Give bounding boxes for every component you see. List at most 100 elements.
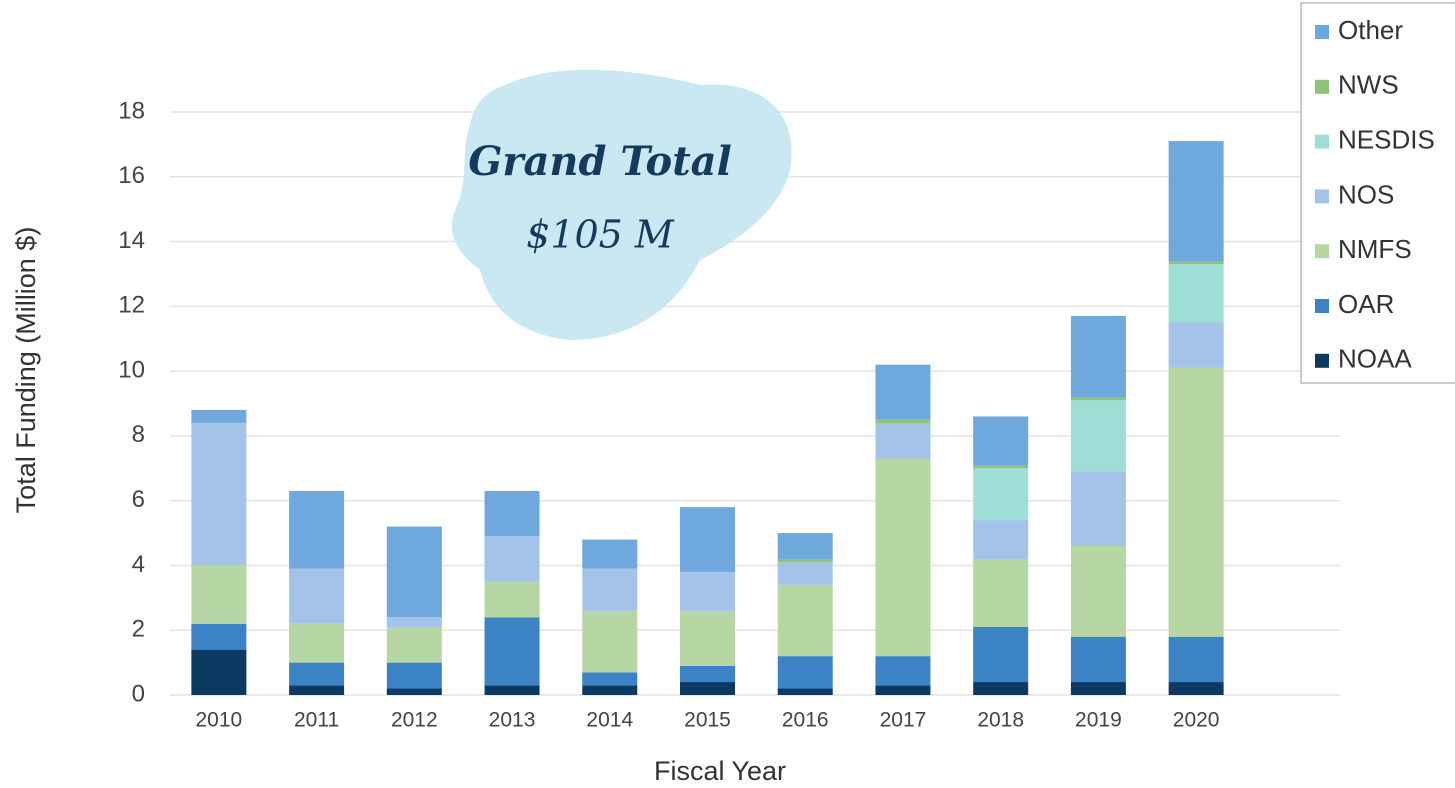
x-tick-label: 2012 [391, 709, 438, 732]
bar-segment [582, 672, 638, 686]
bar-segment [484, 536, 540, 582]
bar-segment [875, 685, 931, 695]
bar-segment [1070, 397, 1126, 401]
y-tick-label: 12 [118, 292, 145, 319]
y-axis-label: Total Funding (Million $) [11, 227, 41, 514]
bar-segment [582, 539, 638, 569]
x-tick-label: 2014 [586, 709, 633, 732]
bar-segment [680, 507, 735, 572]
grand-total-blob [451, 69, 792, 341]
bar-segment [1070, 316, 1126, 398]
bar-segment [1168, 367, 1224, 637]
bar-segment [1168, 141, 1224, 261]
x-tick-label: 2011 [294, 709, 339, 732]
y-tick-label: 6 [132, 486, 145, 513]
bar-segment [973, 520, 1029, 559]
bar-segment [973, 626, 1029, 683]
bar-segment [1168, 260, 1224, 265]
bar-segment [386, 662, 442, 689]
bar-segment [973, 416, 1029, 466]
y-tick-label: 14 [118, 227, 145, 254]
y-tick-label: 8 [132, 421, 145, 448]
x-tick-label: 2019 [1075, 709, 1122, 732]
legend-label: Other [1338, 15, 1403, 45]
legend-swatch [1315, 353, 1329, 368]
y-tick-label: 10 [118, 356, 145, 383]
x-tick-label: 2015 [684, 709, 731, 732]
x-axis-label: Fiscal Year [654, 756, 786, 786]
bar-segment [680, 665, 735, 683]
bar-segment [1070, 400, 1126, 472]
bar-segment [777, 584, 833, 657]
x-tick-label: 2010 [196, 709, 243, 732]
bar-segment [484, 490, 540, 537]
legend-swatch [1315, 189, 1329, 204]
bar-segment [875, 656, 931, 686]
bar-segment [777, 562, 833, 585]
legend-swatch [1315, 25, 1329, 39]
bar-segment [1070, 636, 1126, 683]
bar-segment [289, 623, 345, 663]
legend-swatch [1315, 244, 1329, 259]
bar-segment [680, 682, 735, 695]
x-tick-label: 2013 [489, 709, 536, 732]
bar-segment [386, 617, 442, 627]
bar-segment [1168, 636, 1224, 683]
y-tick-label: 18 [118, 97, 145, 124]
bar-segment [484, 581, 540, 618]
legend-label: NESDIS [1338, 124, 1435, 154]
bar-segment [777, 656, 833, 689]
legend-swatch [1315, 134, 1329, 149]
legend-label: NOAA [1338, 344, 1412, 374]
annotation-text: $105 M [526, 213, 675, 257]
bar-segment [973, 558, 1029, 627]
annotation-title: Grand Total [468, 138, 732, 185]
bar-segment [191, 409, 247, 423]
legend-swatch [1315, 299, 1329, 313]
x-tick-label: 2017 [880, 709, 927, 732]
y-tick-label: 0 [132, 680, 145, 707]
bar-segment [973, 682, 1029, 695]
bar-segment [484, 685, 540, 695]
bar-segment [191, 649, 247, 695]
x-tick-label: 2018 [977, 709, 1024, 732]
bar-segment [289, 685, 345, 695]
bar-segment [875, 458, 931, 657]
legend-label: NMFS [1338, 234, 1412, 264]
bar-segment [386, 526, 442, 618]
bar-segment [289, 490, 345, 569]
legend-swatch [1315, 79, 1329, 94]
x-tick-label: 2016 [782, 709, 829, 732]
bar-segment [386, 626, 442, 663]
bar-segment [289, 568, 345, 624]
bar-segment [191, 422, 247, 566]
y-tick-label: 4 [132, 551, 145, 578]
bar-segment [875, 422, 931, 459]
legend-label: NOS [1338, 179, 1394, 209]
legend-box [1300, 2, 1455, 384]
bar-segment [777, 533, 833, 559]
bar-segment [777, 688, 833, 695]
bar-segment [1070, 682, 1126, 695]
legend-label: NWS [1338, 70, 1399, 100]
legend-label: OAR [1338, 289, 1394, 319]
bar-segment [582, 568, 638, 611]
bar-segment [191, 623, 247, 650]
bar-segment [777, 558, 833, 563]
y-tick-label: 16 [118, 162, 145, 189]
bar-segment [973, 468, 1029, 521]
bar-segment [289, 662, 345, 686]
x-tick-label: 2020 [1173, 709, 1220, 732]
bar-segment [1168, 682, 1224, 695]
bar-segment [582, 685, 638, 695]
y-tick-label: 2 [132, 616, 145, 643]
bar-segment [875, 419, 931, 423]
bar-segment [1070, 546, 1126, 637]
bar-segment [1168, 264, 1224, 323]
bar-segment [680, 571, 735, 611]
bar-segment [386, 688, 442, 695]
bar-segment [680, 610, 735, 666]
bar-segment [875, 364, 931, 420]
bar-segment [191, 565, 247, 624]
